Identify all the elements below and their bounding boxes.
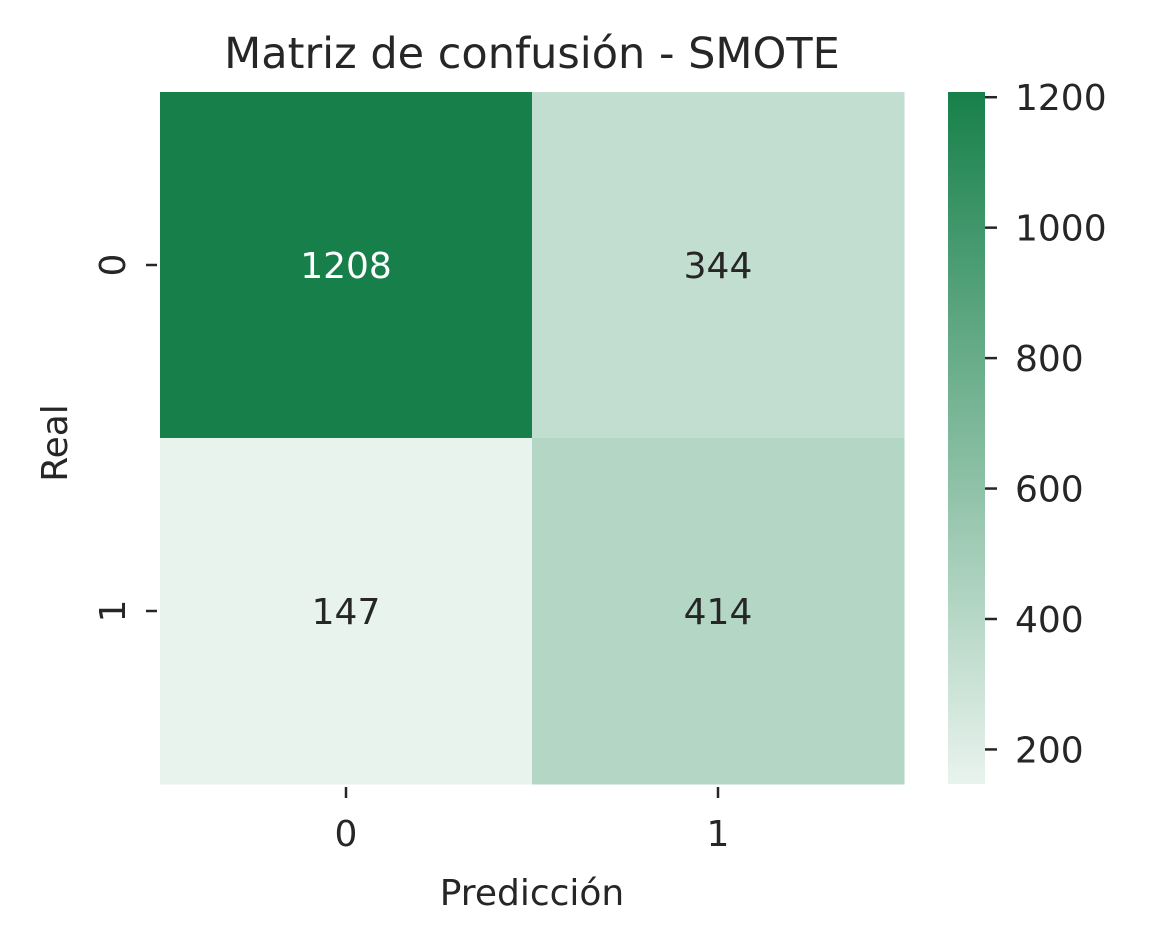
y-tick-label: 0 (93, 254, 134, 277)
y-axis-ticks: 01 (93, 254, 157, 623)
chart-title: Matriz de confusión - SMOTE (224, 29, 840, 79)
colorbar-tick-label: 200 (1015, 730, 1084, 771)
x-tick-label: 1 (707, 814, 730, 855)
colorbar-ticks: 200 400 600 800 1000 1200 (985, 78, 1107, 771)
heatmap-cell-r1-c1 (532, 438, 905, 785)
heatmap-cell-r0-c1 (532, 92, 905, 439)
colorbar (948, 92, 985, 784)
cell-value-label: 1208 (300, 246, 392, 287)
colorbar-tick-label: 1200 (1015, 78, 1107, 119)
colorbar-tick-label: 800 (1015, 339, 1084, 380)
colorbar-tick-label: 400 (1015, 600, 1084, 641)
heatmap-cell-labels: 1208 344 147 414 (300, 246, 752, 633)
heatmap-cell-r0-c0 (160, 92, 533, 439)
colorbar-tick-label: 1000 (1015, 209, 1107, 250)
cell-value-label: 344 (684, 246, 753, 287)
cell-value-label: 414 (684, 592, 753, 633)
y-tick-label: 1 (93, 600, 134, 623)
x-axis-label: Predicción (440, 873, 625, 914)
colorbar-tick-label: 600 (1015, 470, 1084, 511)
x-tick-label: 0 (335, 814, 358, 855)
cell-value-label: 147 (312, 592, 381, 633)
heatmap-cells (160, 92, 905, 785)
heatmap-cell-r1-c0 (160, 438, 533, 785)
y-axis-label: Real (35, 404, 76, 482)
